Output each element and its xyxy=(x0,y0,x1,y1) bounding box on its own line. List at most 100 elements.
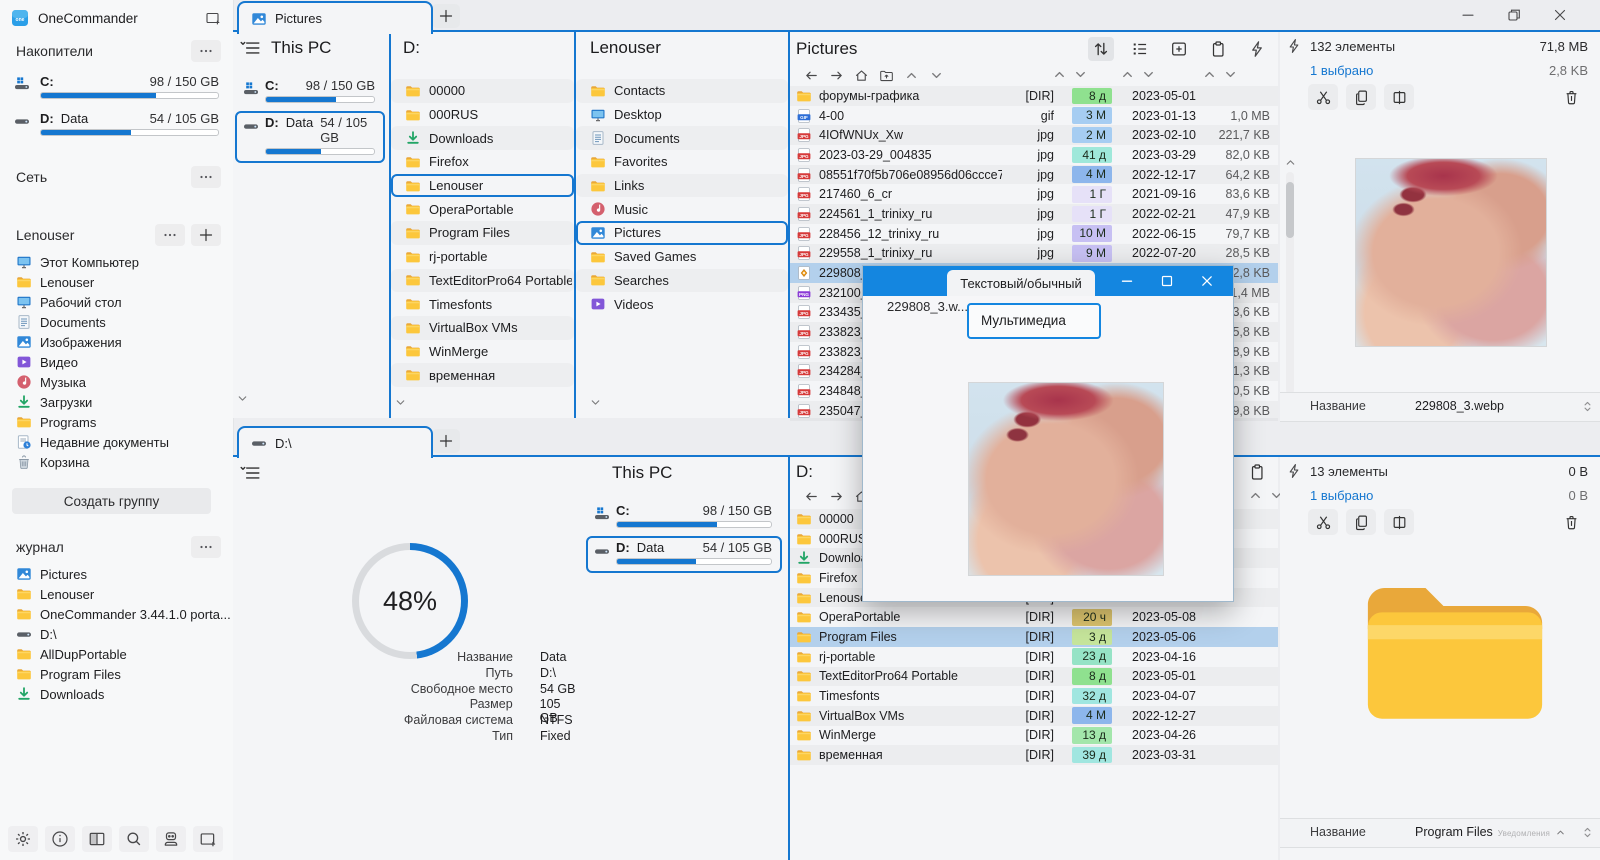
popup-minimize-button[interactable] xyxy=(1107,266,1147,296)
cut-button[interactable] xyxy=(1308,84,1338,110)
settings-button[interactable] xyxy=(8,826,38,852)
new-folder-button[interactable] xyxy=(1166,37,1192,61)
file-row[interactable]: WinMerge [DIR] 13 д 2023-04-26 xyxy=(790,726,1278,746)
column-item-documents[interactable]: Documents xyxy=(576,126,788,150)
close-button[interactable] xyxy=(1544,4,1576,26)
journal-item-lenouser[interactable]: Lenouser xyxy=(0,584,233,604)
group-add-button[interactable] xyxy=(191,224,221,246)
popup-title-bar[interactable]: Текстовый/обычный xyxy=(863,266,1233,296)
column-item-downloads[interactable]: Downloads xyxy=(391,126,574,150)
journal-item-downloads[interactable]: Downloads xyxy=(0,684,233,704)
back-icon[interactable] xyxy=(804,489,819,504)
file-row[interactable]: JPG 235047_9 9,8 KB xyxy=(790,401,1278,421)
column-item-000rus[interactable]: 000RUS xyxy=(391,103,574,127)
file-row[interactable]: форумы-графика [DIR] 8 д 2023-05-01 xyxy=(790,86,1278,106)
group-more-button[interactable] xyxy=(155,224,185,246)
info-button[interactable] xyxy=(45,826,75,852)
tab-pictures[interactable]: Pictures xyxy=(237,1,433,34)
new-tab-button[interactable] xyxy=(432,4,460,28)
journal-item-pictures[interactable]: Pictures xyxy=(0,564,233,584)
journal-item-d-[interactable]: D:\ xyxy=(0,624,233,644)
column-item-pictures[interactable]: Pictures xyxy=(576,221,788,245)
file-row[interactable]: JPG 217460_6_cr jpg 1 Г 2021-09-16 83,6 KB xyxy=(790,184,1278,204)
file-row[interactable]: 00000 xyxy=(790,509,1278,529)
home-icon[interactable] xyxy=(854,68,869,83)
file-row[interactable]: JPG 234284_1 1,3 KB xyxy=(790,362,1278,382)
minimize-button[interactable] xyxy=(1452,4,1484,26)
paste-button[interactable] xyxy=(1205,37,1231,61)
column-item-rj-portable[interactable]: rj-portable xyxy=(391,245,574,269)
copy-button[interactable] xyxy=(1346,509,1376,535)
sidebar-item-изображения[interactable]: Изображения xyxy=(0,332,233,352)
file-row[interactable]: rj-portable [DIR] 23 д 2023-04-16 xyxy=(790,647,1278,667)
column-item-saved-games[interactable]: Saved Games xyxy=(576,245,788,269)
column-item-searches[interactable]: Searches xyxy=(576,269,788,293)
column-item-favorites[interactable]: Favorites xyxy=(576,150,788,174)
drive-item-c[interactable]: C: 98 / 150 GB xyxy=(14,72,219,103)
new-tab-button[interactable] xyxy=(432,429,460,453)
pane-menu-icon[interactable] xyxy=(239,463,261,483)
cut-button[interactable] xyxy=(1308,509,1338,535)
drive-item-c[interactable]: C: 98 / 150 GB xyxy=(235,74,385,111)
sidebar-item-музыка[interactable]: Музыка xyxy=(0,372,233,392)
actions-button[interactable] xyxy=(1244,37,1270,61)
new-window-button[interactable] xyxy=(193,826,223,852)
copy-button[interactable] xyxy=(1346,84,1376,110)
delete-button[interactable] xyxy=(1556,509,1586,535)
journal-item-onecommander-3-44-1-0-porta-[interactable]: OneCommander 3.44.1.0 porta... xyxy=(0,604,233,624)
drive-item-d[interactable]: D: Data 54 / 105 GB xyxy=(235,111,385,163)
create-group-button[interactable]: Создать группу xyxy=(12,488,211,514)
scroll-up-icon[interactable] xyxy=(1284,156,1297,169)
column-item-timesfonts[interactable]: Timesfonts xyxy=(391,292,574,316)
image-preview[interactable] xyxy=(1355,158,1547,347)
column-sort-type[interactable] xyxy=(1052,67,1088,82)
sort-asc-icon[interactable] xyxy=(904,68,919,83)
journal-more-button[interactable] xyxy=(191,536,221,558)
forward-icon[interactable] xyxy=(829,68,844,83)
sidebar-item-рабочий-стол[interactable]: Рабочий стол xyxy=(0,292,233,312)
file-row[interactable]: GIF 4-00 gif 3 М 2023-01-13 1,0 MB xyxy=(790,106,1278,126)
drives-more-button[interactable] xyxy=(191,40,221,62)
file-row[interactable]: TextEditorPro64 Portable [DIR] 8 д 2023-05-… xyxy=(790,667,1278,687)
name-input[interactable]: 229808_3.webp xyxy=(1415,399,1504,413)
sidebar-item-programs[interactable]: Programs xyxy=(0,412,233,432)
file-row[interactable]: Program Files [DIR] 3 д 2023-05-06 xyxy=(790,627,1278,647)
spinner-icon[interactable] xyxy=(1581,400,1594,413)
file-row[interactable]: JPG 229558_1_trinixy_ru jpg 9 М 2022-07-20 28… xyxy=(790,244,1278,264)
drive-item-c[interactable]: C: 98 / 150 GB xyxy=(586,499,782,536)
file-row[interactable]: OperaPortable [DIR] 20 ч 2023-05-08 xyxy=(790,607,1278,627)
view-mode-button[interactable] xyxy=(1127,37,1153,61)
column-item-lenouser[interactable]: Lenouser xyxy=(391,173,574,198)
column-item-winmerge[interactable]: WinMerge xyxy=(391,340,574,364)
sidebar-item-lenouser[interactable]: Lenouser xyxy=(0,272,233,292)
column-sort-size[interactable] xyxy=(1248,488,1284,503)
file-row[interactable]: JPG 4IOfWNUx_Xw jpg 2 М 2023-02-10 221,7 KB xyxy=(790,125,1278,145)
scrollbar-thumb[interactable] xyxy=(1286,182,1294,238)
sort-desc-icon[interactable] xyxy=(929,68,944,83)
column-sort-size[interactable] xyxy=(1202,67,1238,82)
file-row[interactable]: JPG 08551f70f5b706e08956d06ccce74bb1 jpg 4 … xyxy=(790,165,1278,185)
restore-button[interactable] xyxy=(1498,4,1530,26)
forward-icon[interactable] xyxy=(829,489,844,504)
popup-maximize-button[interactable] xyxy=(1147,266,1187,296)
column-item-desktop[interactable]: Desktop xyxy=(576,103,788,127)
popup-tab-text[interactable]: Текстовый/обычный xyxy=(947,270,1095,296)
sidebar-item-видео[interactable]: Видео xyxy=(0,352,233,372)
column-item-firefox[interactable]: Firefox xyxy=(391,150,574,174)
popup-tab-multimedia[interactable]: Мультимедиа xyxy=(967,303,1101,339)
file-row[interactable]: JPG 224561_1_trinixy_ru jpg 1 Г 2022-02-21 47… xyxy=(790,204,1278,224)
column-item-texteditorpro64-portable[interactable]: TextEditorPro64 Portable xyxy=(391,269,574,293)
sidebar-item-documents[interactable]: Documents xyxy=(0,312,233,332)
delete-button[interactable] xyxy=(1556,84,1586,110)
file-row[interactable]: VirtualBox VMs [DIR] 4 М 2022-12-27 xyxy=(790,706,1278,726)
file-row[interactable]: JPG 234848_8 0,5 KB xyxy=(790,381,1278,401)
sidebar-item-этот-компьютер[interactable]: Этот Компьютер xyxy=(0,252,233,272)
column-item-contacts[interactable]: Contacts xyxy=(576,79,788,103)
spinner-icon[interactable] xyxy=(1581,826,1594,839)
file-row[interactable]: JPG 228456_12_trinixy_ru jpg 10 М 2022-06-15… xyxy=(790,224,1278,244)
sort-button[interactable] xyxy=(1088,37,1114,61)
lightning-icon[interactable] xyxy=(1286,38,1302,54)
new-window-icon[interactable] xyxy=(205,10,221,26)
file-row[interactable]: 000RUS xyxy=(790,529,1278,549)
paste-button[interactable] xyxy=(1244,460,1270,484)
